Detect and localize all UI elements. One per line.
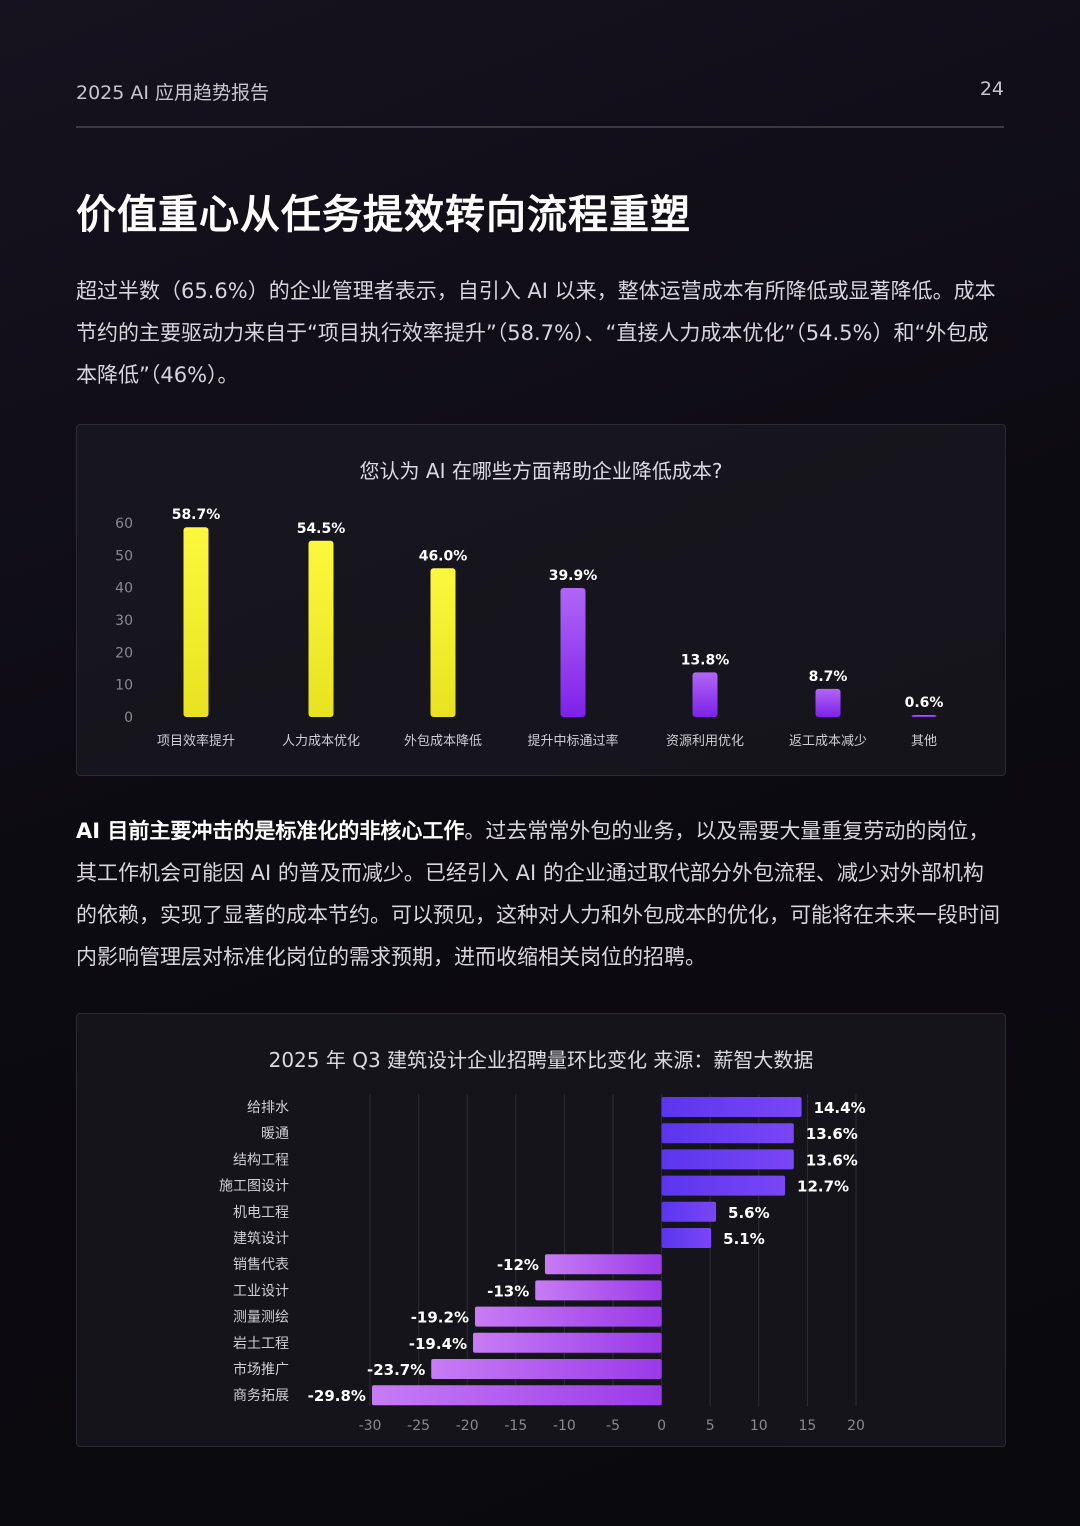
analysis-emphasis: AI 目前主要冲击的是标准化的非核心工作 [76, 819, 465, 843]
intro-paragraph: 超过半数（65.6%）的企业管理者表示，自引入 AI 以来，整体运营成本有所降低… [76, 279, 996, 387]
y-tick-label: 10 [115, 678, 133, 694]
x-tick-label: 10 [750, 1418, 768, 1434]
page-number: 24 [979, 78, 1004, 100]
category-label: 岩土工程 [233, 1336, 289, 1352]
category-label: 市场推广 [233, 1361, 289, 1378]
bar [560, 587, 586, 717]
bar [815, 688, 841, 717]
y-tick-label: 60 [115, 516, 133, 532]
data-label: 39.9% [549, 568, 598, 584]
data-label: 54.5% [297, 521, 346, 537]
category-label: 建筑设计 [233, 1231, 289, 1247]
category-label: 其他 [911, 734, 937, 749]
data-label: -19.2% [411, 1309, 469, 1327]
y-tick-label: 40 [115, 581, 133, 597]
bar [661, 1123, 794, 1144]
x-tick-label: -10 [553, 1418, 576, 1434]
data-label: 14.4% [814, 1099, 866, 1117]
analysis-text: 。过去常常外包的业务，以及需要大量重复劳动的岗位，其工作机会可能因 AI 的普及… [76, 819, 1000, 969]
x-tick-label: -30 [359, 1418, 382, 1434]
x-tick-label: -5 [606, 1418, 620, 1434]
cost-reduction-bar-chart: 0 10 20 30 40 50 60 58.7% 项目效率提升 54.5% 人力成本优化 46.0%… [115, 507, 944, 749]
category-label: 提升中标通过率 [527, 733, 618, 749]
data-label: 13.8% [681, 652, 730, 668]
category-label: 暖通 [261, 1126, 289, 1142]
category-label: 返工成本减少 [789, 734, 867, 749]
report-title: 2025 AI 应用趋势报告 [76, 82, 270, 104]
category-label: 销售代表 [233, 1257, 289, 1273]
bar [661, 1149, 794, 1170]
y-tick-label: 20 [115, 645, 133, 661]
x-tick-label: 20 [847, 1418, 865, 1434]
bar [431, 1359, 662, 1379]
data-label: 0.6% [905, 695, 944, 711]
bar [183, 527, 209, 717]
y-tick-label: 0 [124, 710, 133, 726]
data-label: -12% [497, 1256, 539, 1274]
bar [308, 540, 334, 717]
chart-title: 2025 年 Q3 建筑设计企业招聘量环比变化 来源：薪智大数据 [268, 1048, 814, 1072]
data-label: -23.7% [367, 1361, 425, 1379]
hiring-change-chart-card: 2025 年 Q3 建筑设计企业招聘量环比变化 来源：薪智大数据 -30 -25-… [76, 1013, 1006, 1447]
category-label: 项目效率提升 [157, 733, 235, 749]
page-title: 价值重心从任务提效转向流程重塑 [76, 192, 691, 238]
bar [544, 1254, 662, 1275]
analysis-paragraph: AI 目前主要冲击的是标准化的非核心工作。过去常常外包的业务，以及需要大量重复劳… [76, 810, 1004, 978]
category-label: 结构工程 [233, 1152, 289, 1168]
x-tick-label: -25 [407, 1418, 430, 1434]
bar [473, 1332, 662, 1353]
data-label: 13.6% [806, 1151, 858, 1169]
chart-title: 您认为 AI 在哪些方面帮助企业降低成本? [359, 459, 723, 483]
x-tick-label: 15 [798, 1418, 816, 1434]
category-label: 工业设计 [233, 1283, 289, 1299]
bar [661, 1228, 712, 1248]
x-tick-label: 0 [657, 1418, 666, 1434]
data-label: 58.7% [172, 507, 221, 523]
category-label: 商务拓展 [233, 1388, 289, 1404]
bar [430, 568, 456, 717]
page-header: 2025 AI 应用趋势报告 24 [76, 78, 1004, 128]
x-tick-label: -20 [456, 1418, 479, 1434]
data-label: 8.7% [809, 669, 848, 685]
bar [661, 1097, 802, 1117]
bar [661, 1175, 786, 1196]
category-label: 人力成本优化 [282, 734, 360, 749]
data-label: -29.8% [308, 1387, 366, 1405]
data-label: 12.7% [797, 1178, 849, 1196]
cost-reduction-chart-card: 您认为 AI 在哪些方面帮助企业降低成本? 0 10 20 30 40 50 60 58.7%… [76, 424, 1006, 776]
data-label: 13.6% [806, 1125, 858, 1143]
category-label: 施工图设计 [219, 1179, 289, 1195]
category-label: 给排水 [247, 1100, 289, 1116]
data-label: 5.6% [728, 1204, 770, 1222]
data-label: 5.1% [723, 1230, 765, 1248]
bar [371, 1385, 662, 1406]
category-label: 外包成本降低 [404, 734, 482, 749]
category-label: 资源利用优化 [666, 734, 744, 749]
bar [911, 715, 937, 718]
category-label: 测量测绘 [233, 1310, 289, 1326]
bar [474, 1306, 662, 1327]
y-tick-label: 30 [115, 613, 133, 629]
y-tick-label: 50 [115, 548, 133, 564]
bar [692, 672, 718, 717]
x-tick-label: -15 [504, 1418, 527, 1434]
bar [535, 1280, 662, 1301]
category-label: 机电工程 [233, 1205, 289, 1221]
data-label: -19.4% [409, 1335, 467, 1353]
x-tick-label: 5 [706, 1418, 715, 1434]
bar [661, 1201, 717, 1222]
hiring-change-bar-chart: -30 -25 -20 -15 -10 -5 0 5 10 15 20 给排水 14.4% 暖通 13.6%… [219, 1094, 866, 1434]
data-label: -13% [487, 1282, 529, 1300]
data-label: 46.0% [419, 548, 468, 564]
